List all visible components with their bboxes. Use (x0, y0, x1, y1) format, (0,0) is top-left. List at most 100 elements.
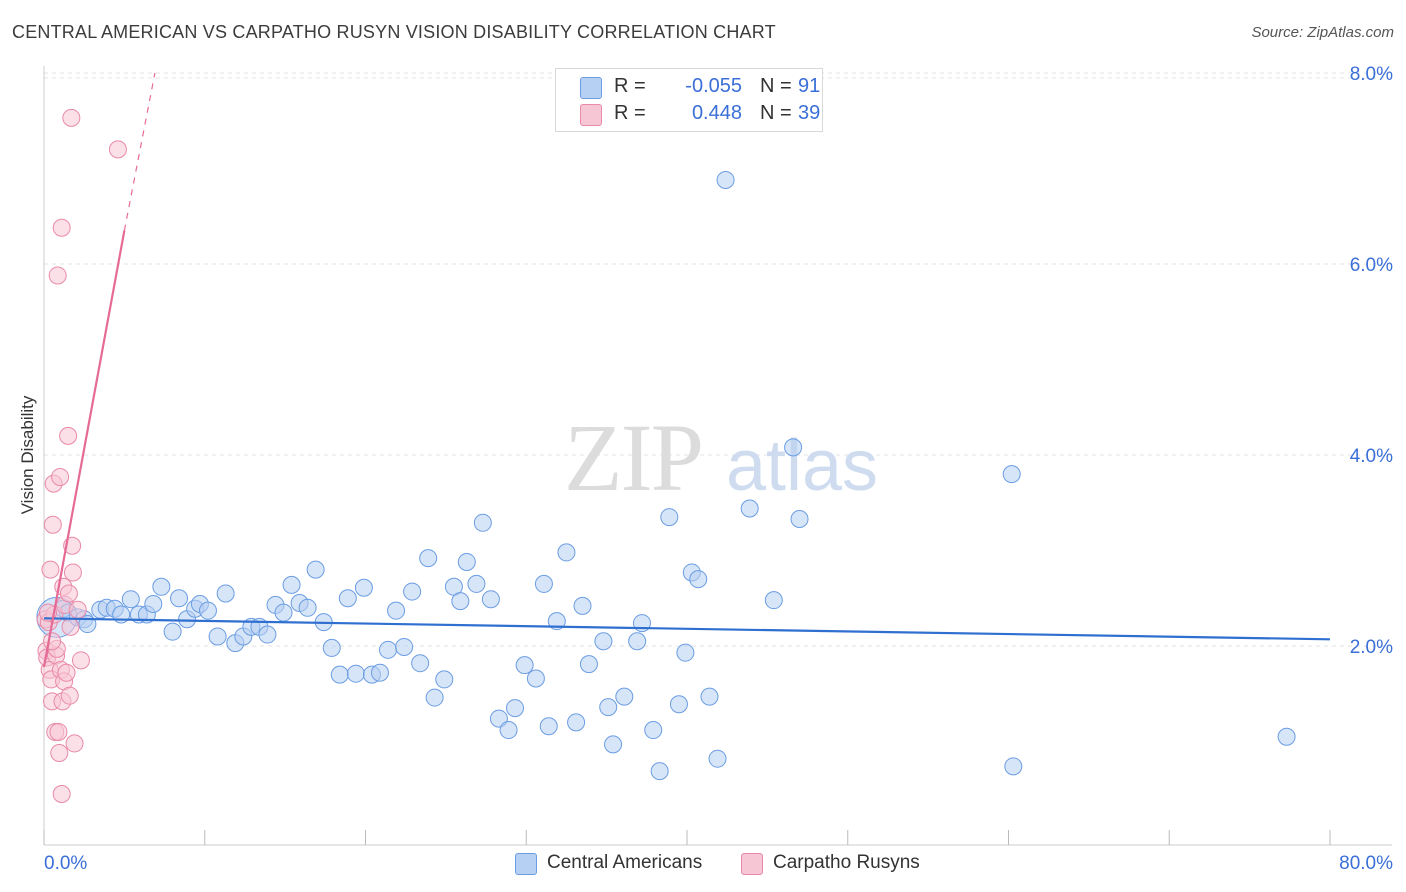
central-american-point (435, 670, 454, 689)
y-tick-label: 8.0% (1350, 64, 1393, 85)
carpatho-rusyn-point (41, 560, 60, 579)
central-americans-points (36, 170, 1296, 781)
central-american-point (557, 543, 576, 562)
central-american-point (258, 625, 277, 644)
central-american-point (489, 709, 508, 728)
y-tick-label: 4.0% (1350, 446, 1393, 467)
central-american-point (370, 663, 389, 682)
carpatho-rusyn-point (48, 266, 67, 285)
carpatho-rusyn-point (52, 785, 71, 804)
central-american-point (451, 592, 470, 611)
carpatho-rusyn-point (62, 108, 81, 127)
central-american-point (650, 762, 669, 781)
carpatho-rusyn-point (43, 632, 62, 651)
central-american-point (467, 574, 486, 593)
y-tick-label: 2.0% (1350, 637, 1393, 658)
central-american-point (411, 654, 430, 673)
central-american-point (481, 590, 500, 609)
central-american-point (515, 656, 534, 675)
central-american-point (473, 513, 492, 532)
legend-swatch-central (580, 77, 602, 99)
carpatho-rusyn-point (51, 467, 70, 486)
rusyn-trend-line (42, 230, 126, 668)
legend-r-value: 0.448 (691, 102, 742, 124)
central-american-point (790, 509, 809, 528)
x-tick-label: 80.0% (1339, 853, 1393, 874)
central-american-point (526, 669, 545, 688)
central-american-point (152, 577, 171, 596)
central-american-point (282, 575, 301, 594)
central-american-point (784, 438, 803, 457)
central-american-point (740, 499, 759, 518)
carpatho-rusyn-point (60, 686, 79, 705)
central-american-point (338, 589, 357, 608)
carpatho-rusyn-point (63, 563, 82, 582)
central-american-point (216, 584, 235, 603)
stats-legend: R = -0.055 N = 91 R = 0.448 N = 39 (555, 68, 823, 132)
watermark-atlas: atlas (726, 426, 878, 506)
central-american-point (163, 622, 182, 641)
central-american-point (121, 590, 140, 609)
carpatho-rusyn-point (59, 426, 78, 445)
central-american-point (669, 695, 688, 714)
central-trend-line (43, 617, 1331, 641)
legend-n-value: 91 (798, 75, 821, 97)
x-tick-label: 0.0% (44, 853, 87, 874)
y-tick-label: 6.0% (1350, 255, 1393, 276)
central-american-point (395, 637, 414, 656)
central-american-point (534, 574, 553, 593)
trend-lines (42, 72, 1331, 668)
central-american-point (330, 665, 349, 684)
legend-r-label: R = (614, 75, 646, 97)
carpatho-rusyn-point (50, 743, 69, 762)
central-american-point (419, 549, 438, 568)
central-american-point (403, 582, 422, 601)
carpatho-rusyn-point (71, 651, 90, 670)
legend-label-central: Central Americans (547, 852, 703, 873)
central-american-point (764, 591, 783, 610)
central-american-point (499, 721, 518, 740)
carpatho-rusyn-point (49, 722, 68, 741)
central-american-point (208, 627, 227, 646)
legend-r-value: -0.055 (685, 75, 742, 97)
carpatho-rusyns-points (36, 108, 127, 804)
central-american-point (689, 570, 708, 589)
central-american-point (615, 687, 634, 706)
legend-label-rusyn: Carpatho Rusyns (773, 852, 920, 873)
legend-n-label: N = (760, 102, 792, 124)
central-american-point (505, 699, 524, 718)
central-american-point (354, 578, 373, 597)
legend-swatch-rusyn (580, 104, 602, 126)
central-american-point (274, 603, 293, 622)
legend-swatch-rusyn (741, 853, 763, 875)
central-american-point (573, 596, 592, 615)
legend-n-label: N = (760, 75, 792, 97)
central-american-point (387, 601, 406, 620)
central-american-point (716, 170, 735, 189)
central-american-point (676, 643, 695, 662)
central-american-point (599, 698, 618, 717)
central-american-point (644, 721, 663, 740)
chart-title: CENTRAL AMERICAN VS CARPATHO RUSYN VISIO… (12, 22, 776, 42)
central-american-point (1277, 727, 1296, 746)
central-american-point (379, 640, 398, 659)
central-american-point (567, 713, 586, 732)
central-american-point (457, 552, 476, 571)
central-american-point (547, 612, 566, 631)
central-american-point (198, 601, 217, 620)
central-american-point (298, 598, 317, 617)
legend-swatch-central (515, 853, 537, 875)
gridlines (44, 72, 1392, 647)
central-american-point (1004, 757, 1023, 776)
central-american-point (1002, 465, 1021, 484)
carpatho-rusyn-point (65, 734, 84, 753)
axes (43, 66, 1392, 846)
legend-r-label: R = (614, 102, 646, 124)
tick-labels: 2.0% 4.0% 6.0% 8.0% 0.0% 80.0% (44, 64, 1393, 874)
carpatho-rusyn-point (43, 515, 62, 534)
central-american-point (306, 560, 325, 579)
central-american-point (539, 717, 558, 736)
central-american-point (322, 638, 341, 657)
central-american-point (579, 655, 598, 674)
